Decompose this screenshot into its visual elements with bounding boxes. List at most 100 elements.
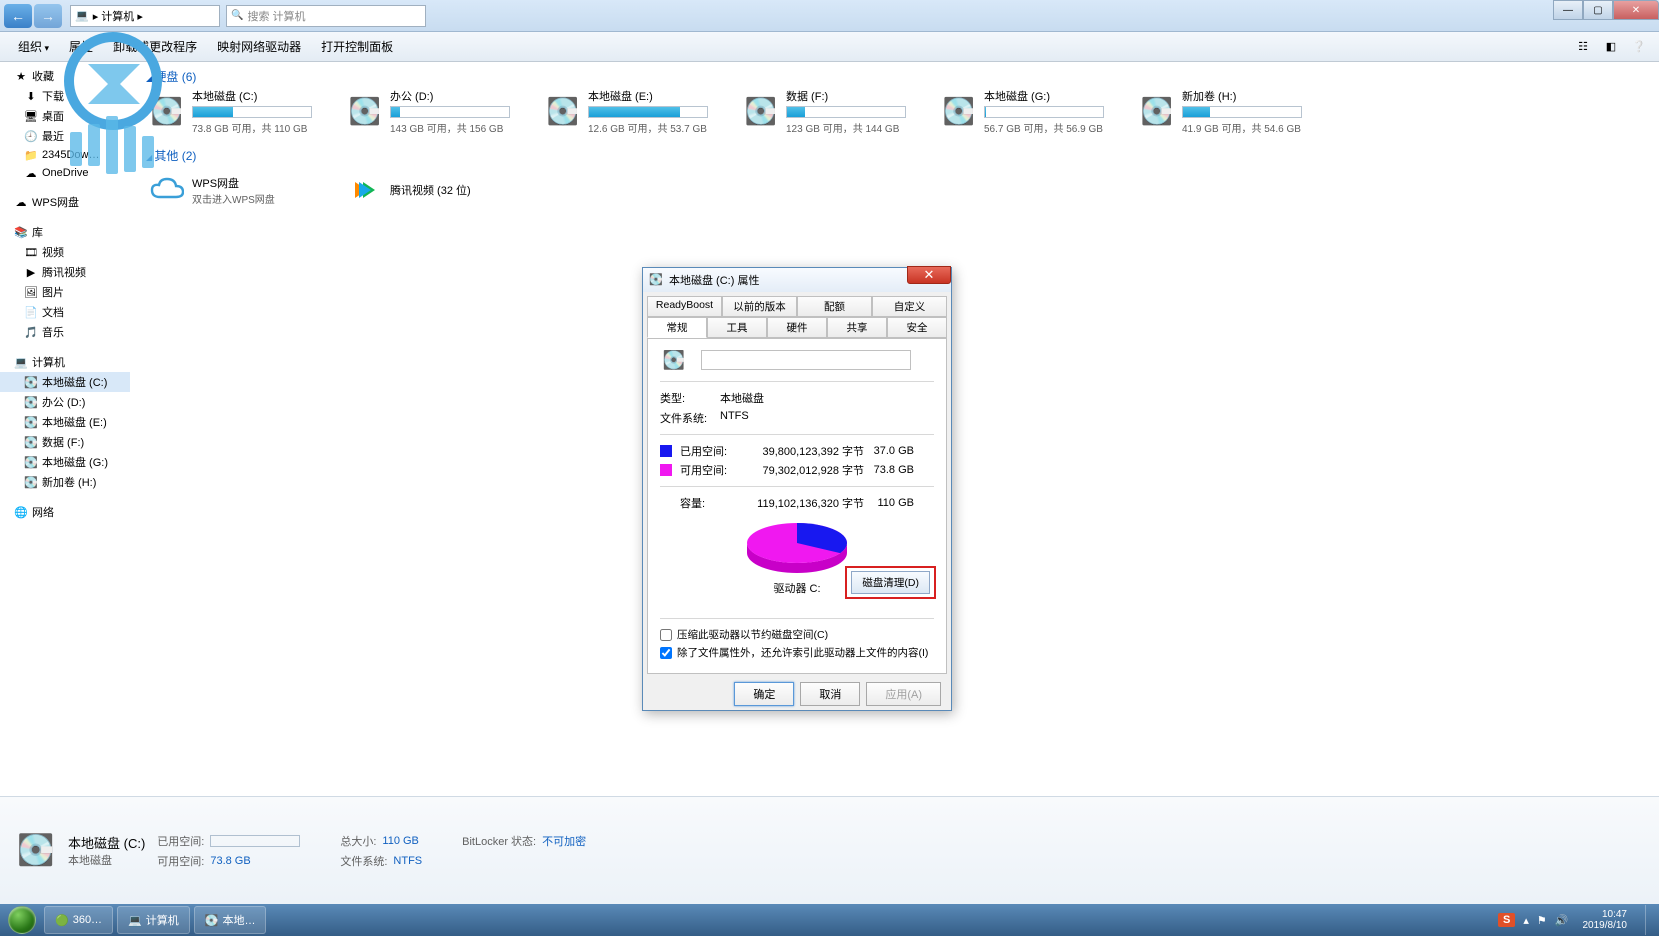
- used-swatch: [660, 445, 672, 457]
- toolbar-control-panel[interactable]: 打开控制面板: [311, 34, 403, 59]
- sidebar-drive-e[interactable]: 💽本地磁盘 (E:): [0, 412, 130, 432]
- speaker-icon[interactable]: 🔊: [1555, 914, 1569, 927]
- maximize-button[interactable]: ▢: [1583, 0, 1613, 20]
- drive-tile[interactable]: 💽新加卷 (H:)41.9 GB 可用，共 54.6 GB: [1136, 89, 1328, 133]
- sidebar-network[interactable]: 🌐网络: [0, 502, 130, 522]
- tab-sharing[interactable]: 共享: [827, 317, 887, 338]
- help-icon[interactable]: ❔: [1627, 37, 1651, 57]
- sidebar-drive-g[interactable]: 💽本地磁盘 (G:): [0, 452, 130, 472]
- tab-customize[interactable]: 自定义: [872, 296, 947, 317]
- tab-tools[interactable]: 工具: [707, 317, 767, 338]
- sidebar-videos[interactable]: 🎞视频: [0, 242, 130, 262]
- other-name: 腾讯视频 (32 位): [390, 182, 534, 198]
- taskbar-item-drive[interactable]: 💽本地…: [194, 906, 267, 934]
- drive-free-text: 12.6 GB 可用，共 53.7 GB: [588, 120, 732, 135]
- other-tencent[interactable]: 腾讯视频 (32 位): [344, 168, 536, 212]
- sidebar-wps[interactable]: ☁WPS网盘: [0, 192, 130, 212]
- sidebar-drive-h[interactable]: 💽新加卷 (H:): [0, 472, 130, 492]
- cloud-icon: [148, 171, 186, 209]
- address-bar[interactable]: 💻 ▸ 计算机 ▸: [70, 5, 220, 27]
- disk-cleanup-button[interactable]: 磁盘清理(D): [851, 571, 930, 594]
- drive-free-text: 41.9 GB 可用，共 54.6 GB: [1182, 120, 1326, 135]
- sidebar-computer[interactable]: 💻计算机: [0, 352, 130, 372]
- system-tray: S ▴ ⚑ 🔊 10:47 2019/8/10: [1494, 905, 1657, 935]
- recent-icon: 🕘: [24, 129, 38, 143]
- toolbar-uninstall[interactable]: 卸载或更改程序: [103, 34, 207, 59]
- tray-clock[interactable]: 10:47 2019/8/10: [1577, 909, 1634, 931]
- tencent-icon: [346, 171, 384, 209]
- toolbar-map-drive[interactable]: 映射网络驱动器: [207, 34, 311, 59]
- tab-general[interactable]: 常规: [647, 317, 707, 338]
- section-hard-drives[interactable]: 硬盘 (6): [140, 62, 1649, 89]
- sidebar-pictures[interactable]: 🖼图片: [0, 282, 130, 302]
- drive-tile[interactable]: 💽本地磁盘 (G:)56.7 GB 可用，共 56.9 GB: [938, 89, 1130, 133]
- details-free-label: 可用空间:: [157, 853, 204, 869]
- sidebar-libraries[interactable]: 📚库: [0, 222, 130, 242]
- flag-icon[interactable]: ⚑: [1537, 914, 1547, 927]
- sidebar-drive-c[interactable]: 💽本地磁盘 (C:): [0, 372, 130, 392]
- sidebar-documents[interactable]: 📄文档: [0, 302, 130, 322]
- organize-menu[interactable]: 组织: [8, 34, 59, 59]
- dialog-titlebar[interactable]: 💽 本地磁盘 (C:) 属性 ✕: [643, 268, 951, 292]
- sidebar-favorites-label: 收藏: [32, 68, 54, 84]
- address-path: ▸ 计算机 ▸: [93, 8, 143, 24]
- sidebar-onedrive[interactable]: ☁OneDrive: [0, 164, 130, 182]
- sidebar-tencent-video[interactable]: ▶腾讯视频: [0, 262, 130, 282]
- drive-tile[interactable]: 💽本地磁盘 (C:)73.8 GB 可用，共 110 GB: [146, 89, 338, 133]
- sidebar-music[interactable]: 🎵音乐: [0, 322, 130, 342]
- compress-checkbox[interactable]: [660, 629, 672, 641]
- sidebar-downloads[interactable]: ⬇下载: [0, 86, 130, 106]
- drive-name-input[interactable]: [701, 350, 911, 370]
- tab-previous-versions[interactable]: 以前的版本: [722, 296, 797, 317]
- sidebar-desktop[interactable]: 🖥桌面: [0, 106, 130, 126]
- dialog-title-text: 本地磁盘 (C:) 属性: [669, 272, 759, 288]
- dialog-close-button[interactable]: ✕: [907, 266, 951, 284]
- capacity-bytes: 119,102,136,320 字节: [736, 495, 864, 511]
- view-options-icon[interactable]: ☷: [1571, 37, 1595, 57]
- tab-security[interactable]: 安全: [887, 317, 947, 338]
- tray-chevron-icon[interactable]: ▴: [1523, 914, 1529, 927]
- sidebar-favorites[interactable]: ★收藏: [0, 66, 130, 86]
- drive-tile[interactable]: 💽本地磁盘 (E:)12.6 GB 可用，共 53.7 GB: [542, 89, 734, 133]
- tab-readyboost[interactable]: ReadyBoost: [647, 296, 722, 317]
- other-name: WPS网盘: [192, 175, 336, 191]
- minimize-button[interactable]: —: [1553, 0, 1583, 20]
- cloud-icon: ☁: [14, 195, 28, 209]
- sidebar-item-label: 桌面: [42, 108, 64, 124]
- sidebar-recent[interactable]: 🕘最近: [0, 126, 130, 146]
- show-desktop-button[interactable]: [1645, 905, 1653, 935]
- sidebar-item-label: 网络: [32, 504, 54, 520]
- tab-quota[interactable]: 配额: [797, 296, 872, 317]
- drive-tile[interactable]: 💽数据 (F:)123 GB 可用，共 144 GB: [740, 89, 932, 133]
- details-title: 本地磁盘 (C:): [68, 833, 145, 852]
- sidebar-drive-d[interactable]: 💽办公 (D:): [0, 392, 130, 412]
- drive-icon: 💽: [24, 395, 38, 409]
- close-button[interactable]: ✕: [1613, 0, 1659, 20]
- nav-back-button[interactable]: ←: [4, 4, 32, 28]
- ok-button[interactable]: 确定: [734, 682, 794, 706]
- start-button[interactable]: [2, 905, 42, 935]
- other-wps[interactable]: WPS网盘 双击进入WPS网盘: [146, 168, 338, 212]
- taskbar-item-computer[interactable]: 💻计算机: [117, 906, 190, 934]
- drive-icon: 💽: [346, 92, 384, 130]
- apply-button[interactable]: 应用(A): [866, 682, 941, 706]
- cancel-button[interactable]: 取消: [800, 682, 860, 706]
- app-icon: 🟢: [55, 914, 69, 927]
- windows-logo-icon: [8, 906, 36, 934]
- index-checkbox[interactable]: [660, 647, 672, 659]
- drive-icon: 💽: [1138, 92, 1176, 130]
- drive-tile[interactable]: 💽办公 (D:)143 GB 可用，共 156 GB: [344, 89, 536, 133]
- search-input[interactable]: 搜索 计算机: [226, 5, 426, 27]
- sidebar-2345[interactable]: 📁2345Dow…: [0, 146, 130, 164]
- tab-hardware[interactable]: 硬件: [767, 317, 827, 338]
- preview-pane-icon[interactable]: ◧: [1599, 37, 1623, 57]
- section-other[interactable]: 其他 (2): [140, 141, 1649, 168]
- nav-forward-button[interactable]: →: [34, 4, 62, 28]
- drive-usage-bar: [192, 106, 312, 118]
- sidebar-drive-f[interactable]: 💽数据 (F:): [0, 432, 130, 452]
- taskbar-item-360[interactable]: 🟢360…: [44, 906, 113, 934]
- compress-label: 压缩此驱动器以节约磁盘空间(C): [677, 627, 828, 642]
- ime-icon[interactable]: S: [1498, 913, 1515, 927]
- drive-usage-bar: [786, 106, 906, 118]
- toolbar-properties[interactable]: 属性: [59, 34, 103, 59]
